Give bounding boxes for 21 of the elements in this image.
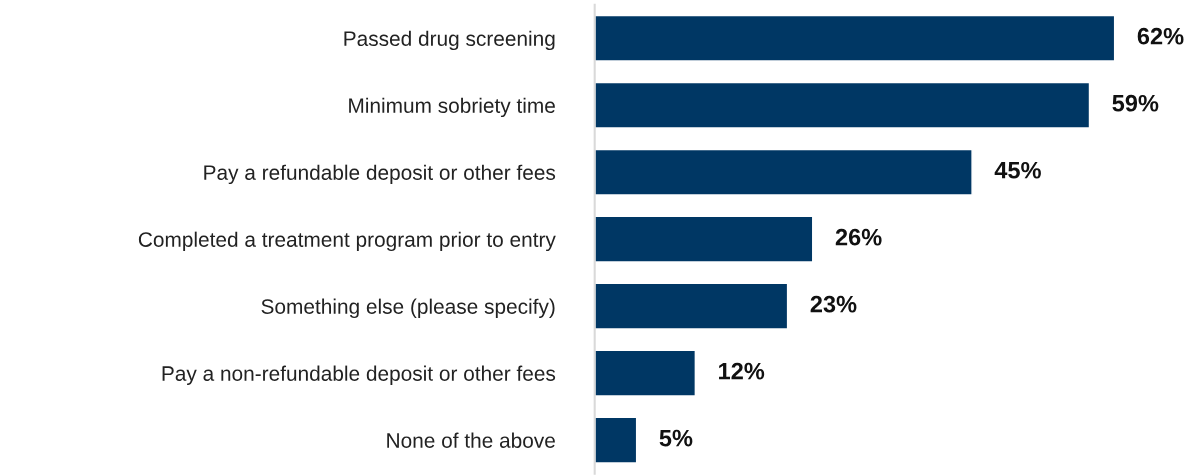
bar: [594, 14, 1116, 62]
bar: [594, 215, 814, 263]
y-tick-label: None of the above: [387, 432, 555, 448]
y-tick-label: Pay a refundable deposit or other fees: [204, 164, 556, 185]
data-label: 5%: [659, 429, 693, 447]
bar: [594, 282, 789, 330]
bar: [594, 349, 697, 397]
bar: [594, 148, 973, 196]
y-tick-label: Something else (please specify): [261, 298, 555, 319]
y-tick-label: Minimum sobriety time: [349, 97, 555, 118]
data-label: 59%: [1112, 94, 1159, 112]
data-label: 26%: [835, 228, 882, 246]
bar: [594, 416, 638, 464]
data-label: 12%: [719, 362, 765, 380]
y-tick-label: Pay a non-refundable deposit or other fees: [162, 365, 556, 386]
y-tick-label: Passed drug screening: [344, 30, 555, 51]
data-label: 62%: [1137, 27, 1184, 45]
y-tick-label: Completed a treatment program prior to entry: [138, 231, 556, 252]
data-label: 23%: [810, 295, 857, 313]
bar: [594, 81, 1091, 129]
data-label: 45%: [994, 161, 1041, 179]
